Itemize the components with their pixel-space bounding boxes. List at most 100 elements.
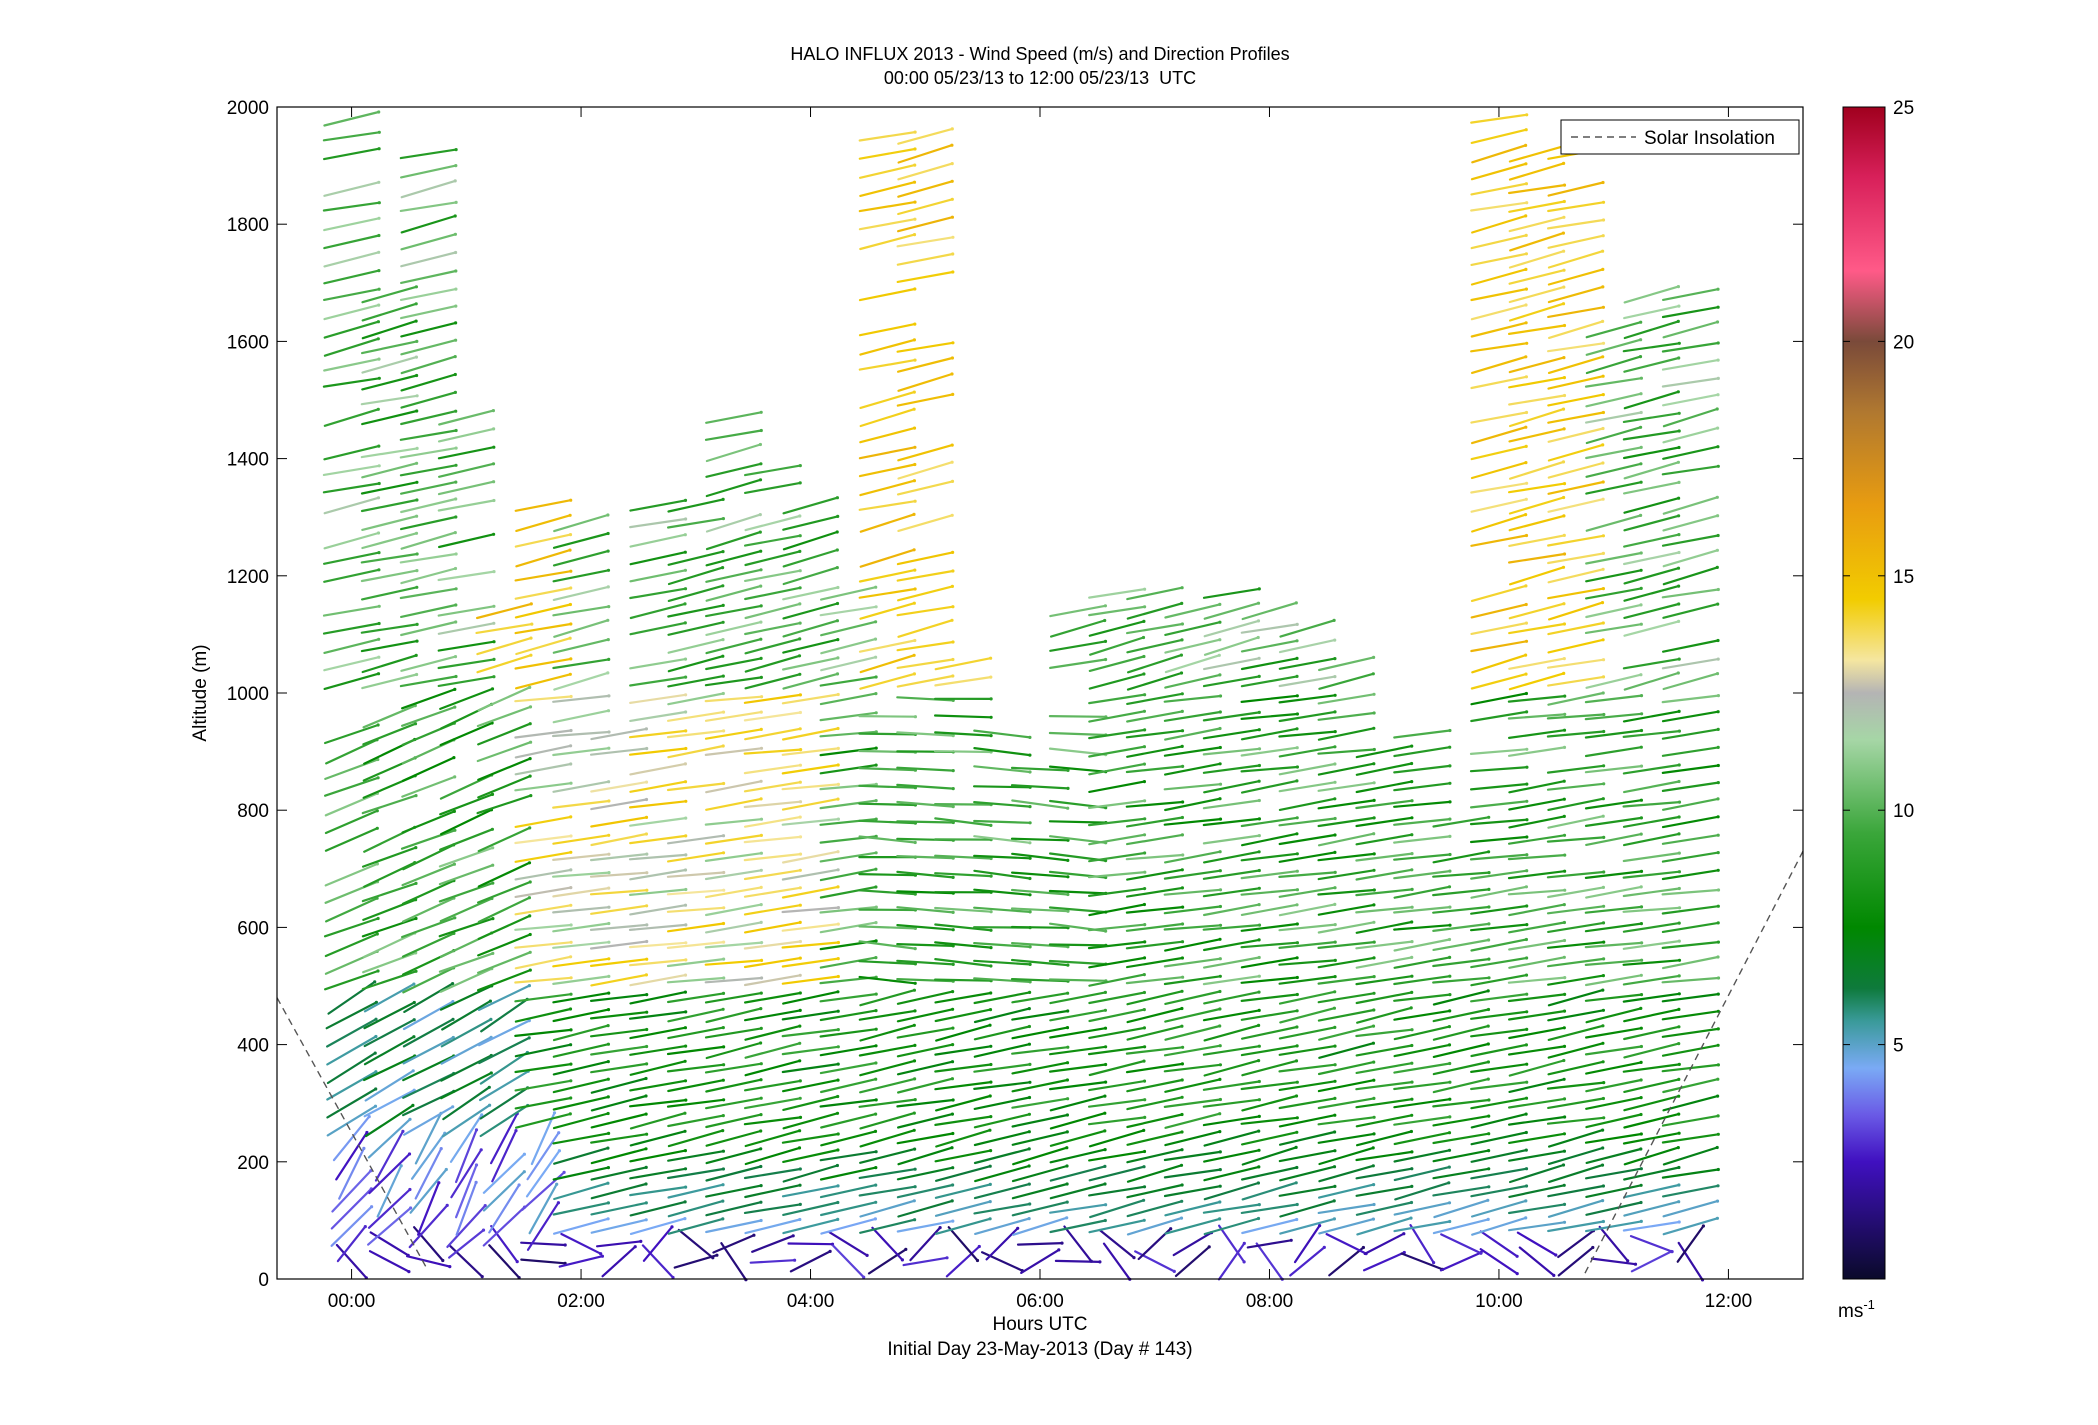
wind-barb <box>595 1240 642 1248</box>
wind-barb <box>858 714 917 718</box>
wind-barb <box>743 1203 802 1215</box>
wind-barb-tip <box>1601 974 1605 978</box>
wind-barb-tip <box>684 887 688 892</box>
wind-barb-tip <box>1524 1130 1528 1135</box>
wind-barb-tip <box>1410 1097 1414 1101</box>
wind-barb <box>744 1218 801 1235</box>
wind-barb <box>439 687 494 711</box>
wind-barb-tip <box>414 881 418 886</box>
wind-barb <box>552 780 610 793</box>
wind-barb <box>1547 1220 1605 1233</box>
wind-barb <box>1393 869 1452 880</box>
wind-barb-tip <box>645 923 649 927</box>
wind-barb-tip <box>1180 586 1184 590</box>
wind-barb <box>629 621 687 636</box>
wind-barb <box>1088 693 1146 705</box>
wind-barb <box>1278 851 1337 863</box>
wind-barb-tip <box>1142 973 1146 977</box>
wind-barb-tip <box>1257 817 1261 821</box>
wind-barb-tip <box>1180 1024 1184 1028</box>
wind-barb-tip <box>951 928 955 932</box>
wind-barb-tip <box>836 797 840 801</box>
wind-barb-tip <box>1716 868 1720 872</box>
wind-barb-tip <box>1486 1077 1490 1081</box>
wind-barb-tip <box>1142 619 1146 624</box>
wind-barb-tip <box>1257 886 1261 890</box>
wind-barb-tip <box>445 1203 449 1207</box>
wind-barb <box>1623 285 1680 304</box>
wind-barb-tip <box>1028 1062 1032 1066</box>
wind-barb-tip <box>1333 850 1337 855</box>
wind-barb-tip <box>1524 1112 1528 1116</box>
wind-barb <box>368 1250 410 1273</box>
wind-barb-tip <box>1218 694 1223 698</box>
wind-barb-tip <box>1525 818 1529 822</box>
wind-barb <box>1507 870 1566 880</box>
wind-barb <box>442 1086 491 1121</box>
wind-barb <box>1355 833 1413 846</box>
wind-barb-tip <box>1487 1185 1491 1189</box>
wind-barb-tip <box>1677 657 1681 661</box>
wind-barb <box>1318 1164 1375 1183</box>
wind-barb <box>1507 694 1566 703</box>
wind-barb-tip <box>1180 692 1184 696</box>
wind-barb-tip <box>951 910 955 915</box>
wind-barb <box>819 675 878 687</box>
wind-barb-tip <box>1257 1023 1261 1027</box>
wind-barb-tip <box>951 1098 955 1102</box>
wind-barb <box>1584 993 1643 1002</box>
wind-barb <box>743 1167 802 1180</box>
wind-barb <box>552 1043 610 1058</box>
wind-barb <box>667 1026 725 1040</box>
wind-barb-tip <box>1410 868 1414 872</box>
wind-barb-tip <box>1562 1044 1567 1048</box>
wind-barb-tip <box>1601 1128 1605 1132</box>
wind-barb <box>322 377 381 388</box>
wind-barb-tip <box>791 1234 795 1238</box>
wind-barb-tip <box>552 1111 557 1115</box>
wind-barb <box>1317 1060 1375 1076</box>
wind-barb <box>401 932 455 958</box>
wind-barb <box>363 1001 416 1030</box>
wind-barb-tip <box>913 163 917 167</box>
wind-barb-tip <box>1103 1218 1107 1223</box>
wind-barb-tip <box>1103 1094 1107 1098</box>
wind-barb <box>1325 1232 1368 1255</box>
wind-barb <box>743 748 802 755</box>
wind-barb-tip <box>1563 1115 1567 1119</box>
wind-barb-tip <box>606 1042 611 1046</box>
wind-barb <box>1240 694 1299 704</box>
wind-barb <box>1584 799 1643 810</box>
wind-barb <box>323 408 380 427</box>
wind-barb-tip <box>951 252 955 256</box>
wind-barb <box>450 1148 483 1199</box>
wind-barb <box>896 236 955 248</box>
wind-barb <box>629 1060 687 1076</box>
wind-barb-tip <box>1295 975 1299 980</box>
wind-barb <box>477 774 532 799</box>
wind-barb-tip <box>874 992 878 996</box>
wind-barb-tip <box>606 1201 611 1205</box>
wind-barb <box>1088 1026 1146 1040</box>
wind-barb-tip <box>1295 656 1299 661</box>
wind-barb-tip <box>759 1184 763 1188</box>
wind-barb <box>1662 496 1719 515</box>
wind-barb-tip <box>1410 1028 1414 1032</box>
wind-barb-tip <box>491 863 495 867</box>
wind-barb-tip <box>1716 602 1720 606</box>
wind-barb <box>1393 1081 1452 1091</box>
wind-barb <box>1623 602 1680 620</box>
wind-barb <box>1010 925 1070 929</box>
wind-barb-tip <box>645 957 649 961</box>
wind-barb <box>667 674 725 688</box>
wind-barb-tip <box>1486 1060 1490 1064</box>
wind-barb-tip <box>607 780 611 784</box>
wind-barb-tip <box>607 657 611 662</box>
wind-barb-tip <box>1639 694 1644 698</box>
wind-barb-tip <box>1677 958 1682 962</box>
wind-barb <box>478 1036 531 1065</box>
wind-barb <box>514 729 573 739</box>
wind-barb <box>1240 993 1299 1003</box>
wind-barb-tip <box>1639 376 1643 380</box>
wind-barb <box>446 1204 487 1249</box>
